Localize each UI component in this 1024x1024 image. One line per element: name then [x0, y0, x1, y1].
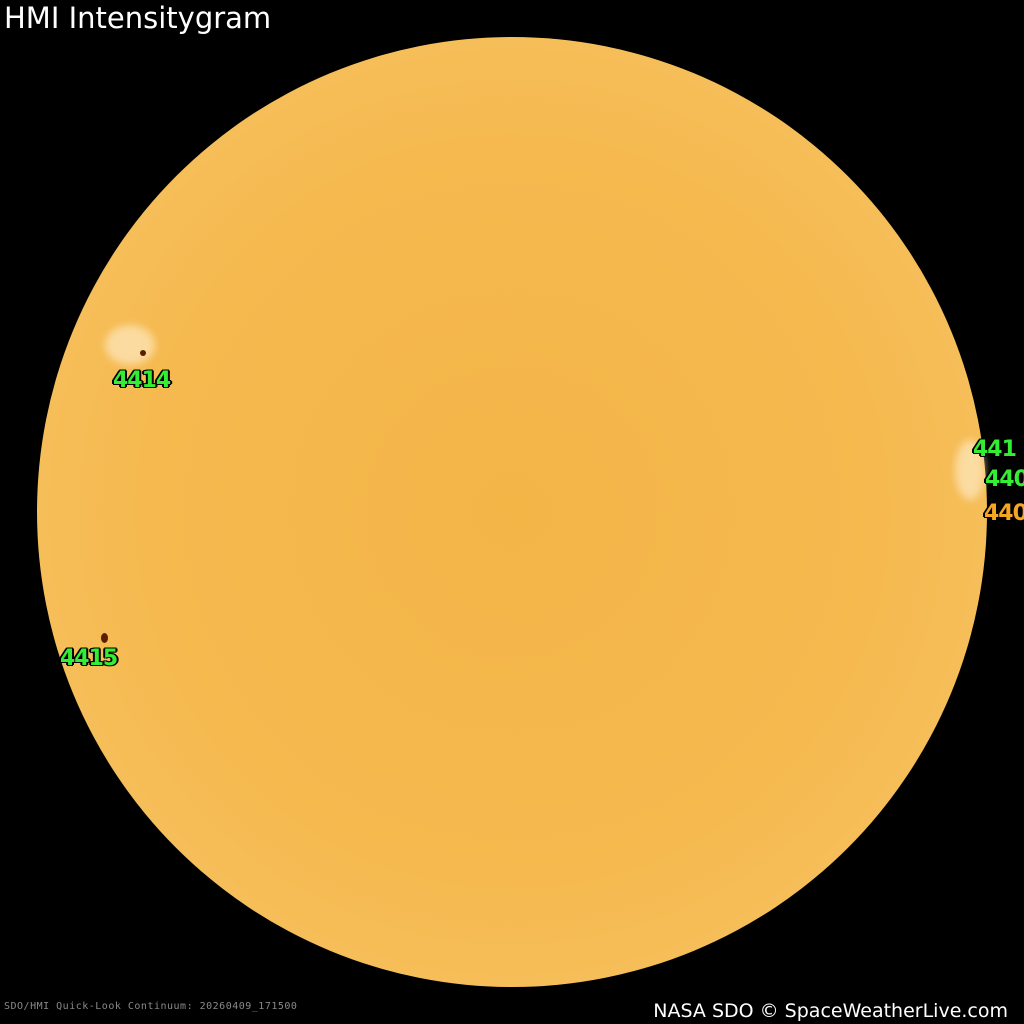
image-credit: NASA SDO © SpaceWeatherLive.com [653, 1000, 1008, 1022]
region-label-4415: 4415 [60, 646, 118, 671]
region-label-440x-orange: 440 [984, 501, 1024, 526]
sunspot-4415 [101, 633, 108, 643]
sunspot-4414 [140, 350, 146, 356]
region-label-441x: 441 [973, 437, 1017, 462]
region-label-4414: 4414 [113, 368, 171, 393]
plage-4414 [105, 325, 155, 365]
sunspot-limb [974, 445, 978, 453]
sun-disk [37, 37, 987, 987]
observation-metadata: SDO/HMI Quick-Look Continuum: 20260409_1… [4, 1001, 298, 1012]
plage-east [955, 440, 985, 500]
image-title: HMI Intensitygram [4, 1, 272, 35]
region-label-440x-green: 440 [985, 467, 1024, 492]
